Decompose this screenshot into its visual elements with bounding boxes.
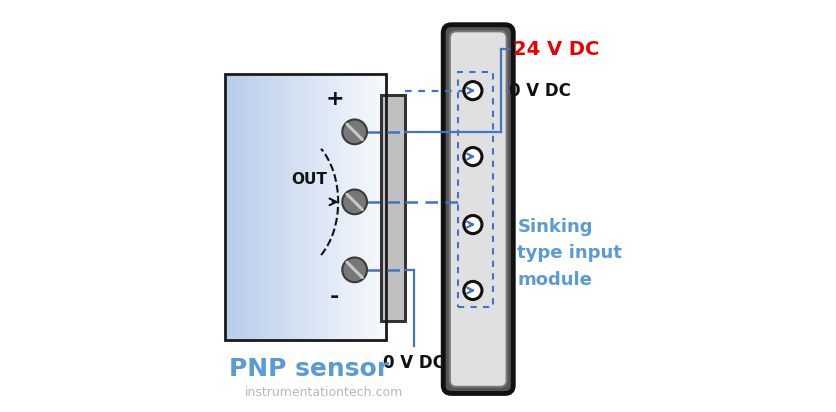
Circle shape (342, 190, 366, 214)
Bar (238, 74, 241, 340)
Bar (334, 74, 338, 340)
Bar (283, 74, 287, 340)
Text: PNP sensor: PNP sensor (229, 357, 389, 381)
Bar (380, 74, 383, 340)
Bar (342, 74, 345, 340)
FancyBboxPatch shape (449, 31, 506, 387)
Text: 0 V DC: 0 V DC (383, 354, 445, 372)
Bar (225, 74, 227, 340)
Circle shape (463, 281, 482, 300)
Bar (329, 74, 332, 340)
Bar (310, 74, 314, 340)
Bar (227, 74, 231, 340)
Bar (294, 74, 298, 340)
Bar (380, 95, 405, 321)
Bar (254, 74, 257, 340)
Text: +: + (325, 89, 344, 109)
Bar (372, 74, 375, 340)
Bar (339, 74, 343, 340)
Bar (297, 74, 300, 340)
Bar (353, 74, 356, 340)
Bar (232, 74, 236, 340)
Bar (268, 74, 271, 340)
Bar (243, 74, 247, 340)
Bar (337, 74, 340, 340)
Bar (286, 74, 289, 340)
Circle shape (463, 147, 482, 166)
Bar (319, 74, 321, 340)
Bar (275, 74, 278, 340)
Bar (302, 74, 305, 340)
Bar (315, 74, 319, 340)
Text: 24 V DC: 24 V DC (512, 40, 599, 59)
Bar (259, 74, 263, 340)
Circle shape (463, 82, 482, 100)
Bar (252, 74, 254, 340)
Bar (273, 74, 276, 340)
Bar (257, 74, 260, 340)
Bar (350, 74, 354, 340)
Bar (278, 74, 281, 340)
Bar (355, 74, 359, 340)
Circle shape (342, 119, 366, 144)
FancyBboxPatch shape (443, 25, 512, 393)
Text: Sinking
type input
module: Sinking type input module (517, 218, 621, 289)
Bar (270, 74, 273, 340)
Bar (246, 74, 249, 340)
Bar (241, 74, 244, 340)
Bar (369, 74, 372, 340)
Bar (345, 74, 348, 340)
Bar (299, 74, 303, 340)
Bar (288, 74, 292, 340)
Bar (332, 74, 334, 340)
Bar (262, 74, 265, 340)
Bar (326, 74, 329, 340)
Bar (313, 74, 316, 340)
Bar (324, 74, 327, 340)
Bar (308, 74, 311, 340)
Circle shape (463, 215, 482, 234)
Bar (265, 74, 268, 340)
Circle shape (342, 258, 366, 282)
Bar (281, 74, 284, 340)
Bar (457, 72, 492, 307)
Bar (382, 74, 385, 340)
Bar (225, 74, 385, 340)
Bar (305, 74, 308, 340)
Text: OUT: OUT (291, 172, 327, 187)
Bar (366, 74, 370, 340)
Bar (321, 74, 324, 340)
Bar (235, 74, 238, 340)
Bar (292, 74, 294, 340)
Bar (359, 74, 361, 340)
Text: instrumentationtech.com: instrumentationtech.com (244, 386, 402, 399)
Text: 0 V DC: 0 V DC (508, 82, 570, 100)
Bar (348, 74, 351, 340)
Text: -: - (329, 287, 339, 307)
Bar (248, 74, 252, 340)
Bar (364, 74, 367, 340)
Bar (361, 74, 364, 340)
Bar (375, 74, 378, 340)
Bar (377, 74, 380, 340)
Bar (380, 95, 405, 321)
Bar (230, 74, 233, 340)
